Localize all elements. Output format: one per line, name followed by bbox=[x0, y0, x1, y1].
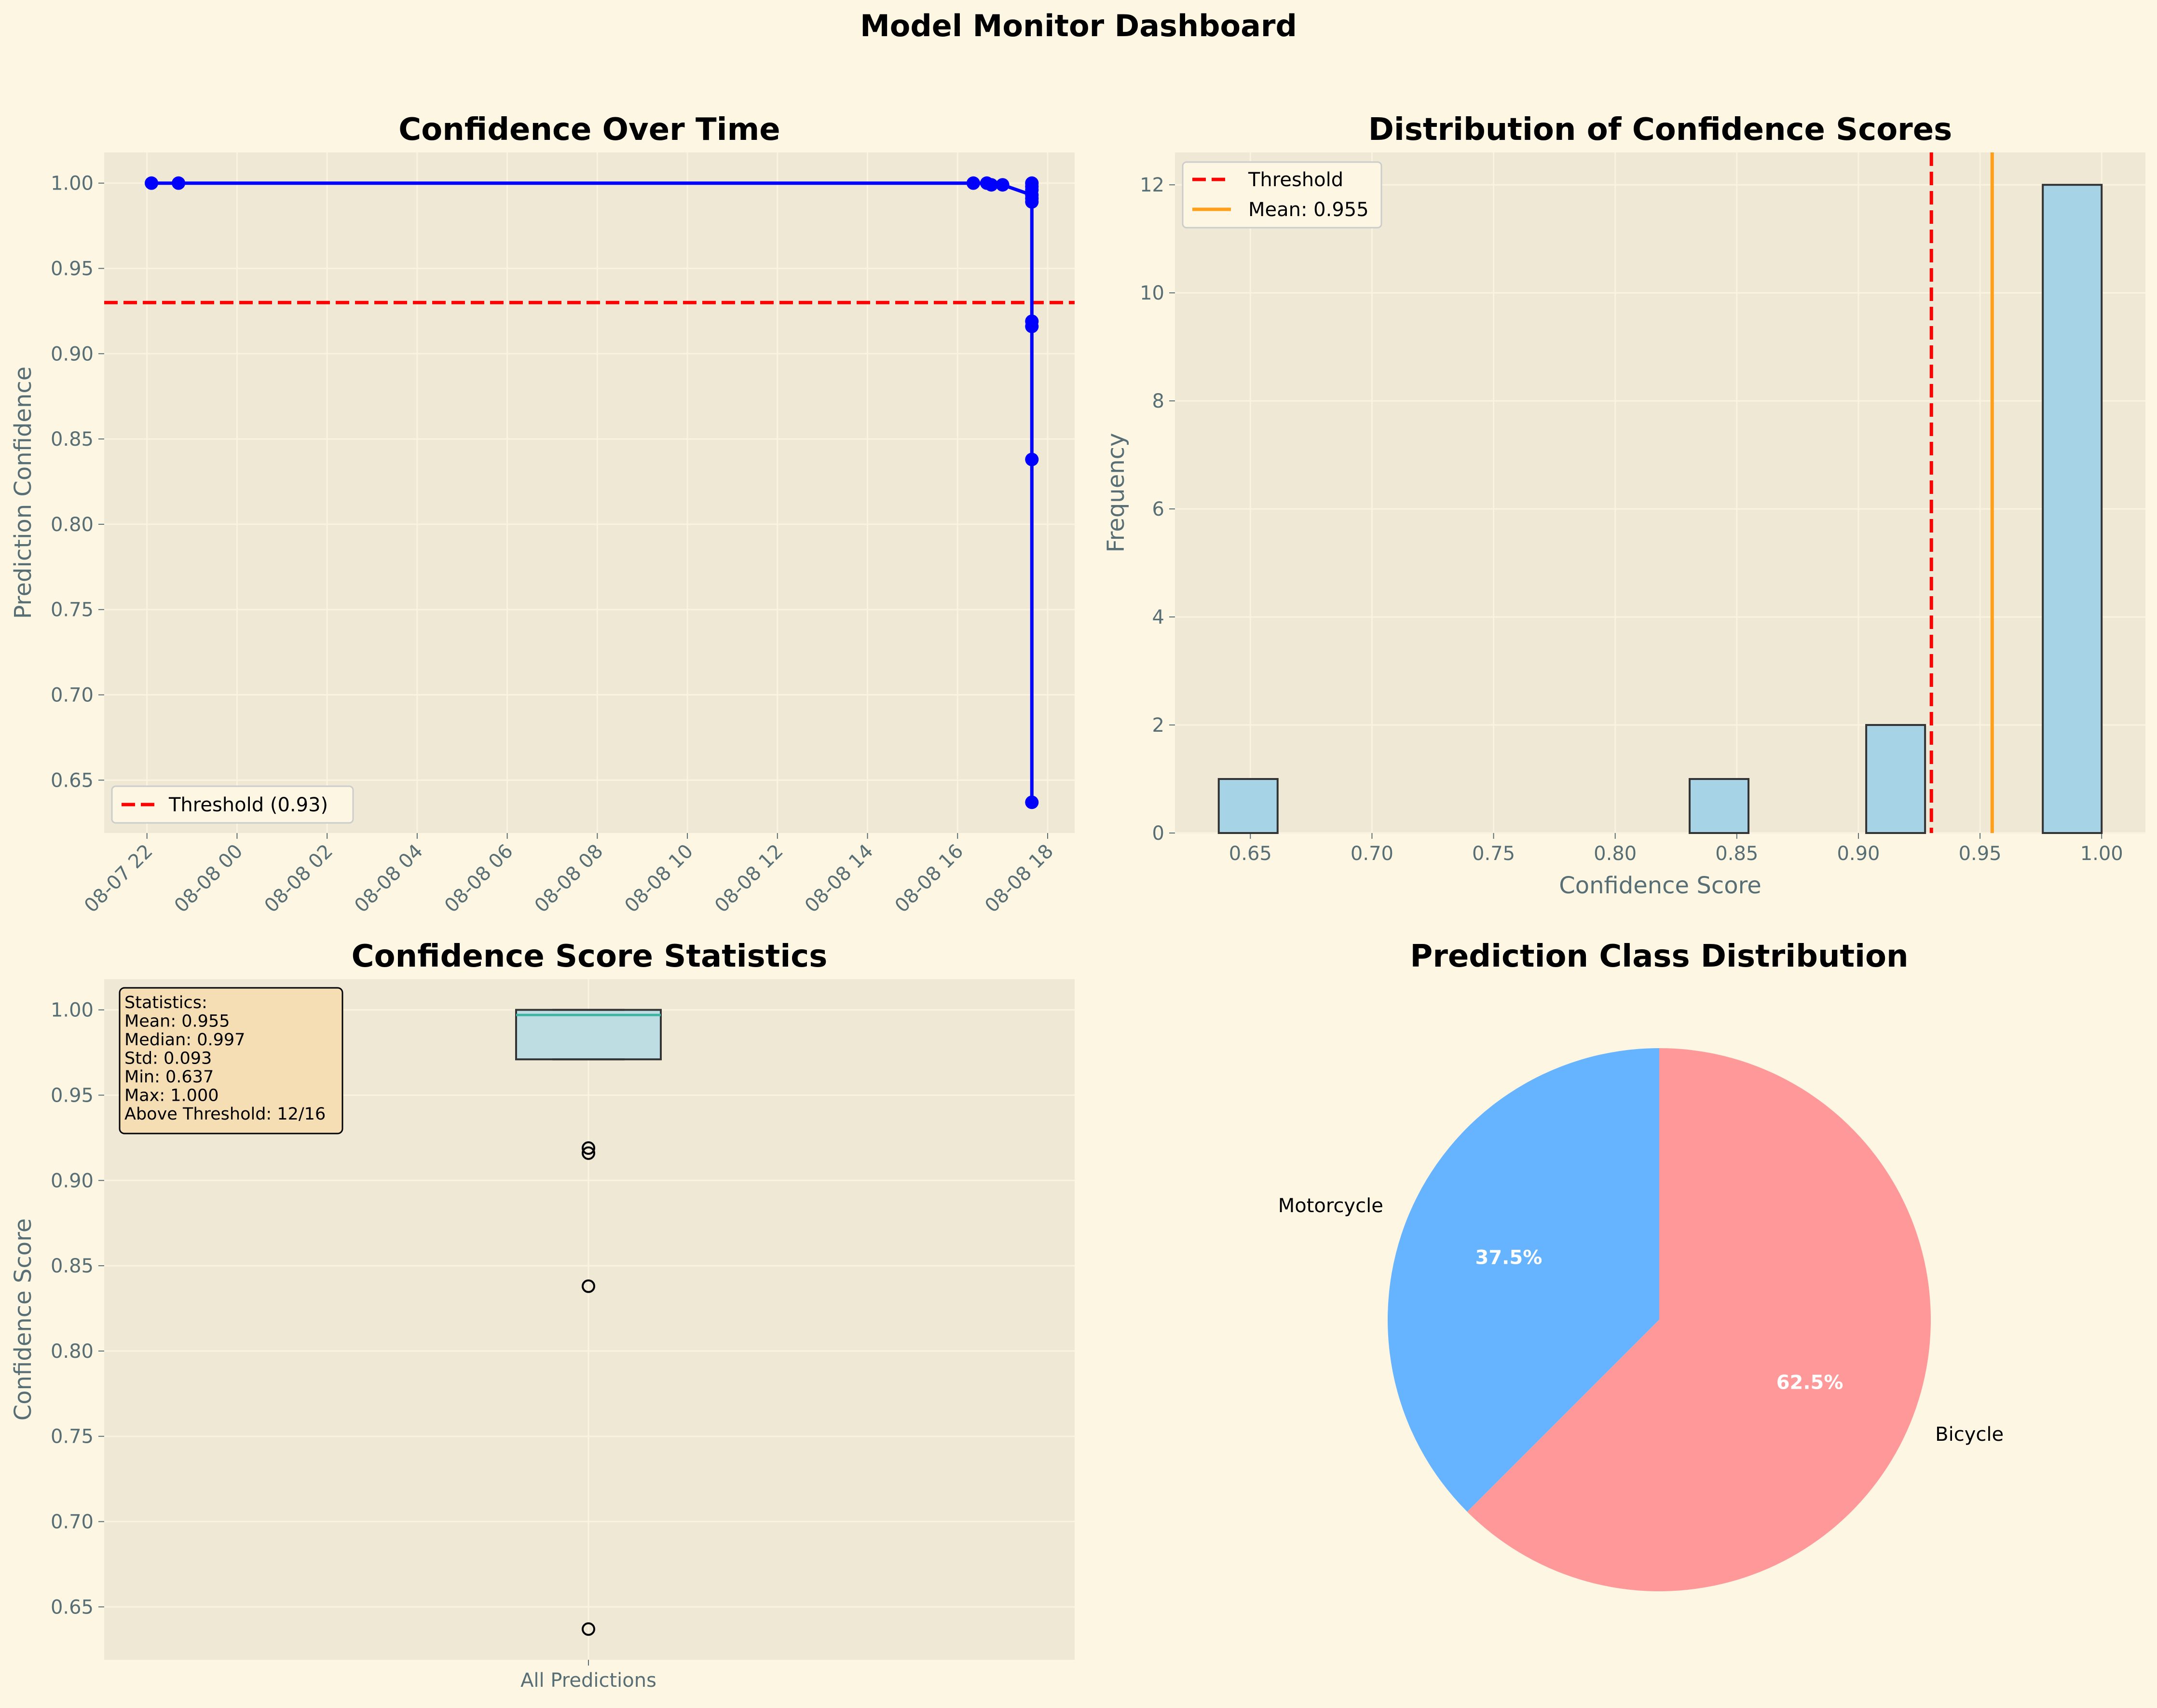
statistics-line: Mean: 0.955 bbox=[124, 1012, 230, 1031]
x-tick-label: 0.80 bbox=[1594, 843, 1637, 865]
confidence-statistics-panel: 0.65 0.70 0.75 0.80 0.85 0.90 0.95 1.00 All Pred… bbox=[10, 939, 1075, 1692]
confidence-data-point bbox=[996, 178, 1010, 192]
y-tick-label: 6 bbox=[1152, 498, 1164, 520]
y-tick-label: 0.95 bbox=[51, 258, 94, 280]
pie-label: Bicycle bbox=[1935, 1423, 2004, 1446]
statistics-line: Min: 0.637 bbox=[124, 1067, 214, 1087]
pie-slice-motorcycle bbox=[1387, 1048, 1659, 1512]
outlier-point bbox=[582, 1146, 595, 1160]
outlier-point bbox=[582, 1622, 595, 1636]
legend-box bbox=[1182, 161, 1382, 229]
pie-label: Motorcycle bbox=[1278, 1195, 1383, 1217]
y-tick-label: 0.80 bbox=[51, 1340, 94, 1363]
y-axis-label: Confidence Score bbox=[10, 1218, 37, 1421]
y-tick-label: 0.65 bbox=[51, 1596, 94, 1618]
y-axis-label: Frequency bbox=[1103, 433, 1130, 553]
plot-area bbox=[104, 152, 1075, 833]
legend-threshold-label: Threshold bbox=[1248, 169, 1343, 191]
histogram-bar bbox=[1865, 724, 1926, 834]
y-tick-label: 0 bbox=[1152, 822, 1164, 845]
x-tick-label: 0.75 bbox=[1472, 843, 1515, 865]
y-tick-label: 12 bbox=[1140, 174, 1164, 196]
outlier-point bbox=[582, 1141, 595, 1155]
y-tick-label: 0.85 bbox=[51, 428, 94, 451]
box-iqr bbox=[515, 1009, 662, 1061]
pie-percent-label: 62.5% bbox=[1776, 1371, 1843, 1394]
plot-area bbox=[1175, 152, 2145, 833]
histogram-bar bbox=[1689, 778, 1750, 834]
x-tick-label: 0.70 bbox=[1351, 843, 1393, 865]
outlier-point bbox=[582, 1279, 595, 1293]
legend-mean-label: Mean: 0.955 bbox=[1248, 199, 1369, 221]
confidence-data-point bbox=[145, 176, 159, 190]
pie-slice-bicycle bbox=[1467, 1048, 1931, 1592]
x-tick-label: 1.00 bbox=[2080, 843, 2123, 865]
y-tick-label: 1.00 bbox=[51, 173, 94, 195]
y-tick-label: 0.70 bbox=[51, 684, 94, 707]
pie-percent-label: 37.5% bbox=[1475, 1247, 1543, 1269]
y-tick-label: 0.65 bbox=[51, 769, 94, 792]
histogram-bar bbox=[1217, 778, 1279, 834]
y-tick-label: 2 bbox=[1152, 714, 1164, 737]
confidence-data-point bbox=[984, 178, 998, 192]
y-tick-label: 0.85 bbox=[51, 1255, 94, 1277]
chart-title: Prediction Class Distribution bbox=[1410, 939, 1908, 974]
y-tick-label: 4 bbox=[1152, 606, 1164, 629]
y-axis-label: Prediction Confidence bbox=[10, 367, 37, 619]
chart-title: Distribution of Confidence Scores bbox=[1368, 112, 1952, 148]
legend: Threshold (0.93) bbox=[111, 785, 354, 824]
confidence-data-point bbox=[1025, 795, 1039, 809]
chart-title: Confidence Over Time bbox=[398, 112, 780, 148]
y-tick-label: 0.95 bbox=[51, 1084, 94, 1107]
confidence-data-point bbox=[966, 176, 980, 190]
x-axis-label: Confidence Score bbox=[1559, 872, 1761, 899]
confidence-data-point bbox=[1025, 195, 1039, 209]
legend-threshold-label: Threshold (0.93) bbox=[168, 794, 328, 816]
y-tick-label: 0.75 bbox=[51, 599, 94, 621]
statistics-box-background bbox=[119, 987, 343, 1134]
legend: Threshold Mean: 0.955 bbox=[1182, 161, 1382, 229]
statistics-line: Median: 0.997 bbox=[124, 1030, 245, 1050]
legend-box bbox=[111, 785, 354, 824]
histogram-bar bbox=[2042, 184, 2103, 834]
class-distribution-panel: Prediction Class Distribution Motorcycle 3… bbox=[1278, 939, 2004, 1592]
statistics-line: Std: 0.093 bbox=[124, 1049, 212, 1068]
y-tick-label: 0.75 bbox=[51, 1426, 94, 1448]
y-tick-label: 0.90 bbox=[51, 1170, 94, 1192]
confidence-distribution-panel: 0 2 4 6 8 10 12 0.65 0.70 0.75 0.80 0.85 0.90 0.95 1.0… bbox=[1103, 112, 2145, 899]
y-tick-label: 10 bbox=[1140, 282, 1164, 304]
x-tick-label: 0.85 bbox=[1715, 843, 1758, 865]
x-tick-label: 0.90 bbox=[1837, 843, 1880, 865]
statistics-line: Above Threshold: 12/16 bbox=[124, 1105, 326, 1124]
y-tick-label: 1.00 bbox=[51, 999, 94, 1022]
confidence-data-point bbox=[172, 176, 186, 190]
confidence-data-point bbox=[1025, 452, 1039, 466]
dashboard-title: Model Monitor Dashboard bbox=[860, 8, 1297, 43]
confidence-data-point bbox=[1025, 319, 1039, 333]
y-tick-label: 8 bbox=[1152, 390, 1164, 412]
y-tick-label: 0.80 bbox=[51, 514, 94, 536]
y-tick-label: 0.70 bbox=[51, 1511, 94, 1533]
y-tick-label: 0.90 bbox=[51, 343, 94, 365]
x-tick-label: All Predictions bbox=[520, 1669, 656, 1692]
statistics-line: Statistics: bbox=[124, 993, 207, 1012]
x-tick-label: 0.95 bbox=[1959, 843, 2002, 865]
x-tick-label: 0.65 bbox=[1229, 843, 1272, 865]
chart-title: Confidence Score Statistics bbox=[352, 939, 828, 974]
statistics-line: Max: 1.000 bbox=[124, 1086, 218, 1106]
